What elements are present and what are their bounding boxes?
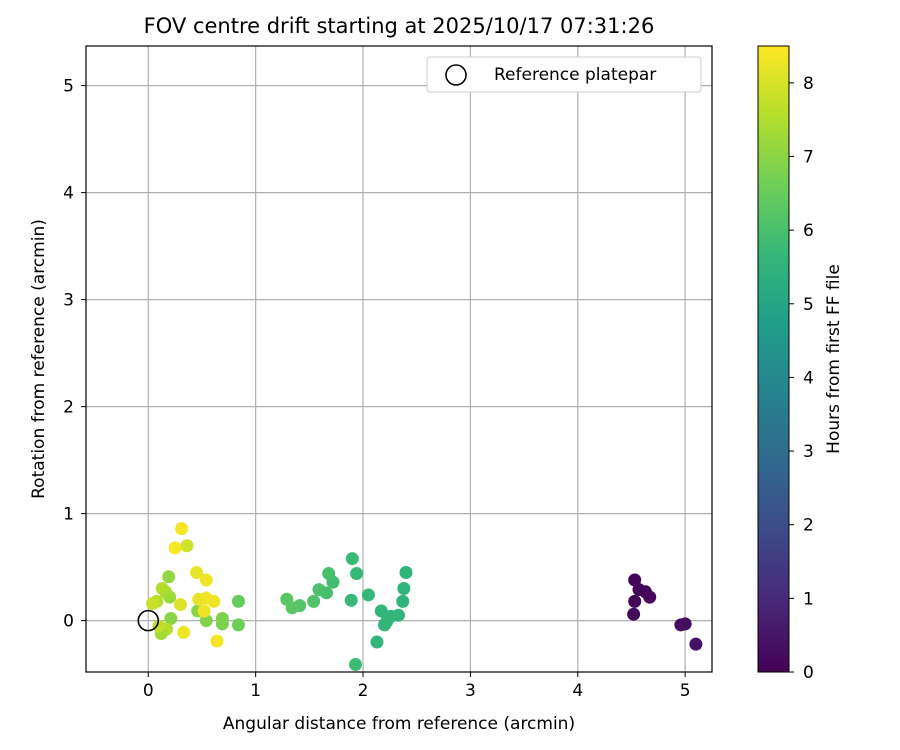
colorbar: 0 1 2 3 4 5 6 7 8 Hours from first FF file [757,45,844,683]
data-point [399,565,413,579]
data-point [146,597,160,611]
colorbar-label: Hours from first FF file [824,264,844,454]
data-point [350,567,364,581]
data-point [199,573,213,587]
legend-marker [445,64,467,86]
data-point [168,541,182,555]
data-point [162,570,176,584]
x-axis-label: Angular distance from reference (arcmin) [223,714,575,734]
chart-title: FOV centre drift starting at 2025/10/17 … [144,14,655,38]
data-point [396,594,410,608]
data-point [397,582,411,596]
reference-marker [137,609,160,632]
data-points [137,522,703,672]
data-point [175,522,189,536]
y-axis-label: Rotation from reference (arcmin) [29,219,49,499]
x-tick-label: 5 [680,681,691,701]
colorbar-tick-label: 5 [803,295,814,315]
data-point [231,594,245,608]
data-point [190,565,204,579]
grid [86,46,712,672]
data-point [280,592,294,606]
data-point [378,618,392,632]
data-point [628,594,642,608]
plot-frame [85,45,713,673]
data-point [197,604,211,618]
data-point [627,607,641,621]
data-point [344,593,358,607]
data-point [210,634,224,648]
data-point [312,583,326,597]
data-point [361,588,375,602]
data-point [173,598,187,612]
data-point [370,635,384,649]
colorbar-ticks: 0 1 2 3 4 5 6 7 8 [789,74,814,683]
x-tick-label: 0 [143,681,154,701]
data-point [155,582,169,596]
y-tick-label: 2 [63,398,74,418]
colorbar-tick-label: 6 [803,221,814,241]
data-point [643,590,657,604]
x-tick-label: 1 [250,681,261,701]
data-point [231,618,245,632]
data-point [374,604,388,618]
data-point [307,594,321,608]
colorbar-tick-label: 3 [803,442,814,462]
y-tick-label: 3 [63,291,74,311]
y-tick-label: 4 [63,184,74,204]
data-point [180,539,194,553]
colorbar-tick-label: 8 [803,74,814,94]
colorbar-tick-label: 4 [803,368,814,388]
data-point [207,594,221,608]
x-axis: 0 1 2 3 4 5 [143,672,691,701]
y-axis: 0 1 2 3 4 5 [63,77,86,632]
data-point [164,611,178,625]
data-point [345,552,359,566]
colorbar-tick-label: 2 [803,516,814,536]
y-tick-label: 0 [63,612,74,632]
y-tick-label: 5 [63,77,74,97]
legend: Reference platepar [426,56,702,93]
data-point [177,625,191,639]
x-tick-label: 4 [572,681,583,701]
data-point [322,567,336,581]
legend-label: Reference platepar [494,65,656,85]
data-point [152,619,166,633]
colorbar-gradient [757,45,790,673]
colorbar-tick-label: 7 [803,147,814,167]
data-point [349,658,363,672]
data-point [215,617,229,631]
data-point [678,617,692,631]
colorbar-tick-label: 0 [803,663,814,683]
colorbar-tick-label: 1 [803,589,814,609]
legend-box [426,56,702,93]
x-tick-label: 3 [465,681,476,701]
y-tick-label: 1 [63,505,74,525]
x-tick-label: 2 [358,681,369,701]
data-point [689,637,703,651]
